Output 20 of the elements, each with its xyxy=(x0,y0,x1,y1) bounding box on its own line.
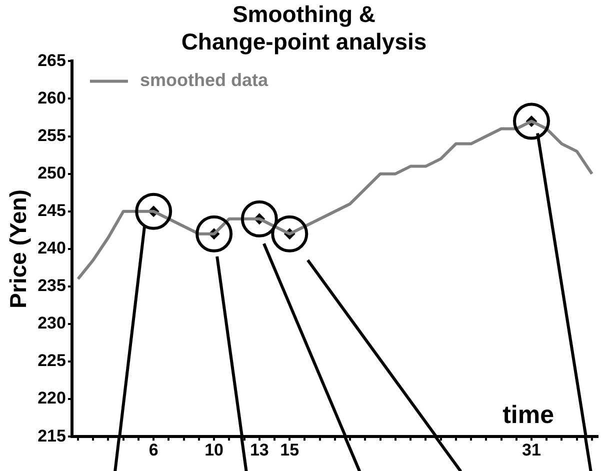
x-tick-label: 6 xyxy=(148,440,158,460)
y-tick-label: 235 xyxy=(38,276,66,296)
y-tick-label: 215 xyxy=(38,426,66,446)
y-tick-label: 265 xyxy=(38,50,66,70)
y-tick-label: 225 xyxy=(38,351,66,370)
y-axis-title: Price (Yen) xyxy=(5,189,32,308)
y-tick-label: 255 xyxy=(38,126,66,145)
y-tick-label: 260 xyxy=(38,88,66,108)
chart-title: Smoothing & Change-point analysis xyxy=(181,1,427,55)
y-tick-label: 220 xyxy=(38,388,66,408)
y-tick-label: 250 xyxy=(38,164,66,183)
x-tick-label: 31 xyxy=(522,440,541,460)
y-tick-label: 240 xyxy=(38,238,66,258)
x-tick-label: 10 xyxy=(204,440,224,460)
legend-label: smoothed data xyxy=(140,70,269,90)
y-tick-label: 230 xyxy=(38,314,66,333)
y-tick-label: 245 xyxy=(38,201,66,220)
x-tick-label: 13 xyxy=(250,440,269,460)
x-tick-label: 15 xyxy=(280,440,300,460)
x-axis-title: time xyxy=(502,400,554,429)
